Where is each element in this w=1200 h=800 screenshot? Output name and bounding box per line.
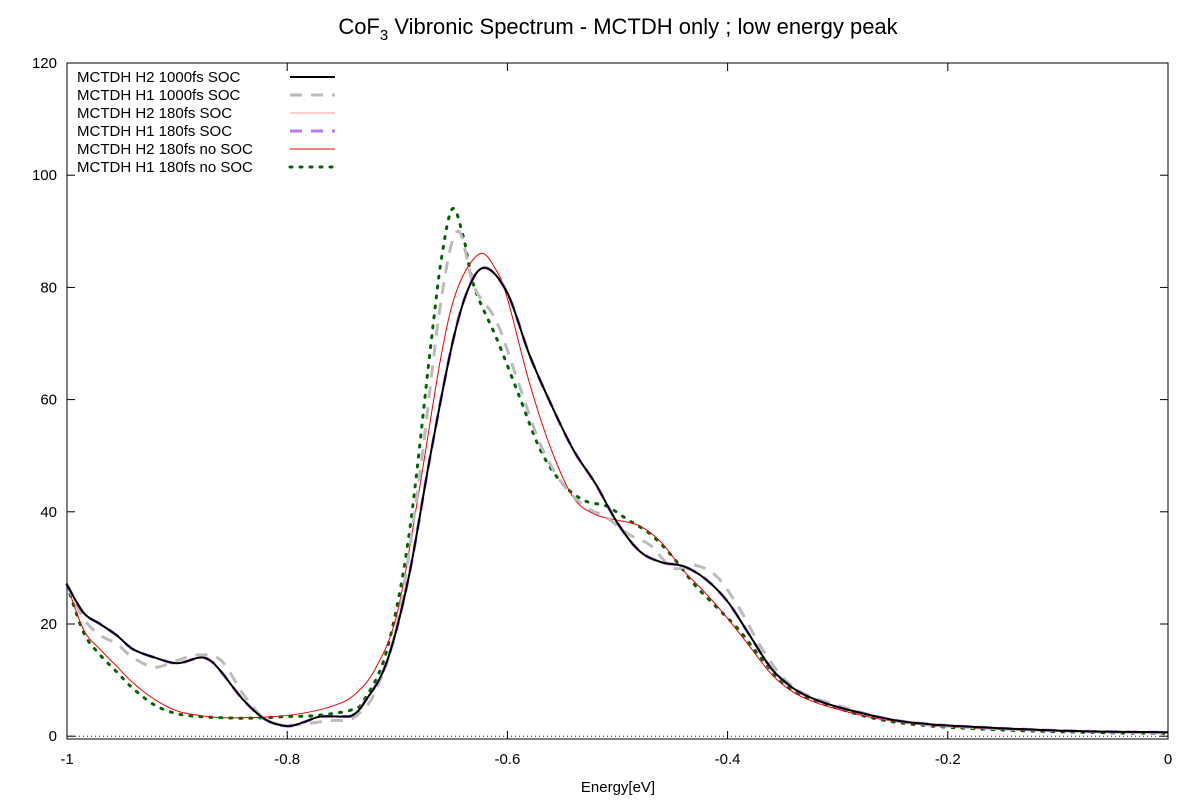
chart-title-suffix: Vibronic Spectrum - MCTDH only ; low ene…: [388, 14, 898, 39]
legend-label: MCTDH H2 180fs SOC: [77, 105, 232, 122]
series-line-5: [66, 252, 1169, 734]
chart-title-prefix: CoF: [338, 14, 380, 39]
y-tick-label: 60: [40, 392, 57, 409]
chart-title: CoF3 Vibronic Spectrum - MCTDH only ; lo…: [338, 14, 898, 44]
series-line-6: [65, 206, 1170, 735]
series-line-3: [66, 267, 1169, 733]
chart-title-subscript: 3: [380, 27, 388, 44]
x-tick-label: -0.8: [274, 751, 300, 768]
y-tick-label: 120: [32, 55, 57, 72]
series-layer: [65, 206, 1170, 735]
legend-label: MCTDH H2 1000fs SOC: [77, 69, 241, 86]
legend-label: MCTDH H2 180fs no SOC: [77, 141, 253, 158]
x-tick-label: -0.6: [494, 751, 520, 768]
y-tick-label: 80: [40, 279, 57, 296]
x-tick-label: -1: [60, 751, 73, 768]
x-tick-label: -0.4: [715, 751, 741, 768]
plot-frame: [66, 62, 1169, 740]
y-tick-label: 100: [32, 167, 57, 184]
y-tick-label: 20: [40, 616, 57, 633]
series-line-4: [65, 266, 1169, 734]
x-tick-label: -0.2: [935, 751, 961, 768]
x-tick-label: 0: [1164, 751, 1172, 768]
series-line-1: [66, 266, 1169, 734]
legend-label: MCTDH H1 180fs SOC: [77, 123, 232, 140]
y-tick-label: 40: [40, 504, 57, 521]
legend-label: MCTDH H1 180fs no SOC: [77, 159, 253, 176]
x-axis-label: Energy[eV]: [581, 779, 655, 796]
ticks-layer: -1 -0.8 -0.6 -0.4 -0.2 0 0 20 40 60 80 100 120: [32, 55, 1172, 768]
y-tick-label: 0: [49, 728, 57, 745]
series-line-2: [65, 229, 1169, 735]
legend-label: MCTDH H1 1000fs SOC: [77, 87, 241, 104]
